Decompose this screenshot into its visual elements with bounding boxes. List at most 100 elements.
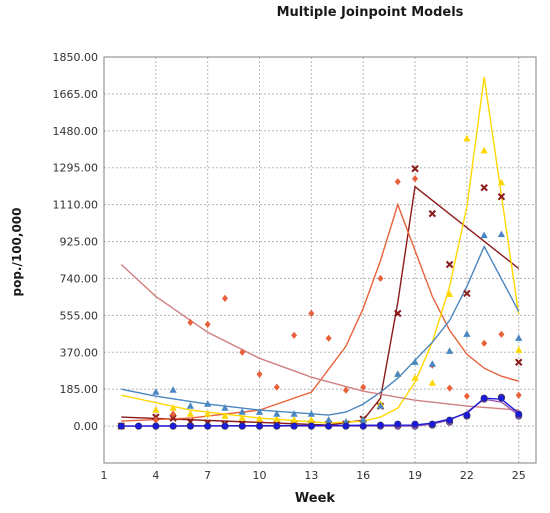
data-point-6 bbox=[221, 422, 229, 430]
data-point-2 bbox=[497, 178, 506, 186]
x-axis-ticks: 1 4 7 10 13 16 19 22 25 bbox=[101, 469, 526, 482]
data-point-6 bbox=[428, 420, 436, 428]
x-tick-label: 10 bbox=[253, 469, 267, 482]
data-point-6 bbox=[307, 422, 315, 430]
data-point-3 bbox=[497, 230, 506, 238]
data-points bbox=[117, 134, 523, 430]
data-point-1 bbox=[239, 348, 246, 356]
data-point-6 bbox=[515, 410, 523, 418]
data-point-1 bbox=[308, 309, 315, 317]
data-point-1 bbox=[515, 391, 522, 399]
data-point-6 bbox=[169, 422, 177, 430]
data-point-2 bbox=[411, 374, 419, 381]
data-point-3 bbox=[394, 370, 402, 377]
x-tick-label: 22 bbox=[460, 469, 474, 482]
data-point-1 bbox=[325, 334, 332, 342]
data-point-1 bbox=[204, 320, 211, 328]
data-point-3 bbox=[290, 410, 298, 417]
data-point-6 bbox=[204, 422, 212, 430]
data-point-1 bbox=[256, 370, 263, 378]
data-point-6 bbox=[497, 394, 505, 402]
y-tick-label: 925.00 bbox=[60, 236, 99, 249]
data-point-3 bbox=[428, 360, 436, 367]
x-tick-label: 4 bbox=[152, 469, 159, 482]
y-tick-label: 555.00 bbox=[60, 309, 99, 322]
x-tick-label: 16 bbox=[356, 469, 370, 482]
data-point-3 bbox=[359, 416, 367, 423]
data-point-2 bbox=[428, 379, 436, 386]
data-point-1 bbox=[152, 416, 159, 424]
y-tick-label: 370.00 bbox=[60, 346, 99, 359]
data-point-6 bbox=[394, 420, 402, 428]
y-tick-label: 1110.00 bbox=[53, 199, 99, 212]
data-point-6 bbox=[256, 422, 264, 430]
data-point-1 bbox=[291, 331, 298, 339]
data-point-2 bbox=[169, 404, 177, 411]
data-point-3 bbox=[463, 330, 471, 337]
data-point-2 bbox=[446, 290, 454, 298]
data-point-6 bbox=[186, 422, 194, 430]
x-axis-label: Week bbox=[294, 491, 336, 506]
data-point-2 bbox=[221, 412, 229, 419]
data-point-0 bbox=[497, 192, 506, 201]
data-point-6 bbox=[238, 422, 246, 430]
data-point-6 bbox=[117, 422, 125, 430]
data-point-0 bbox=[428, 209, 437, 218]
data-point-6 bbox=[376, 421, 384, 429]
data-point-1 bbox=[221, 294, 228, 303]
y-tick-label: 185.00 bbox=[60, 383, 99, 396]
data-point-6 bbox=[273, 422, 281, 430]
data-point-6 bbox=[290, 422, 298, 430]
data-point-1 bbox=[394, 178, 401, 186]
data-point-1 bbox=[360, 383, 367, 391]
data-point-3 bbox=[342, 418, 350, 425]
data-point-6 bbox=[359, 422, 367, 430]
data-point-3 bbox=[480, 231, 488, 239]
data-point-1 bbox=[273, 383, 280, 391]
x-tick-label: 13 bbox=[304, 469, 318, 482]
data-point-3 bbox=[186, 402, 194, 409]
data-point-2 bbox=[307, 416, 315, 423]
y-tick-label: 1295.00 bbox=[53, 162, 99, 175]
data-point-1 bbox=[446, 384, 453, 392]
data-point-0 bbox=[480, 183, 488, 192]
data-point-6 bbox=[135, 422, 143, 430]
chart-title: Multiple Joinpoint Models bbox=[276, 5, 464, 20]
y-tick-label: 1480.00 bbox=[53, 125, 99, 138]
data-point-2 bbox=[515, 346, 523, 353]
data-point-1 bbox=[498, 330, 505, 338]
data-point-1 bbox=[481, 339, 488, 347]
data-point-3 bbox=[446, 347, 454, 354]
data-point-1 bbox=[377, 274, 384, 283]
y-tick-label: 1850.00 bbox=[53, 51, 99, 64]
data-point-2 bbox=[186, 410, 194, 417]
data-point-0 bbox=[394, 309, 402, 318]
fit-line-4 bbox=[120, 263, 519, 411]
data-point-0 bbox=[515, 358, 523, 366]
data-point-1 bbox=[187, 318, 194, 326]
data-point-6 bbox=[152, 422, 160, 430]
data-point-3 bbox=[273, 410, 281, 417]
x-tick-label: 25 bbox=[512, 469, 526, 482]
data-point-1 bbox=[170, 410, 177, 418]
x-tick-label: 19 bbox=[408, 469, 422, 482]
data-point-3 bbox=[169, 386, 177, 393]
data-point-3 bbox=[307, 410, 315, 417]
data-point-0 bbox=[445, 260, 454, 269]
data-point-6 bbox=[411, 420, 419, 428]
plot-background bbox=[104, 57, 536, 463]
x-tick-label: 1 bbox=[101, 469, 108, 482]
plot-border bbox=[103, 56, 537, 464]
y-tick-label: 0.00 bbox=[74, 420, 99, 433]
x-tick-label: 7 bbox=[204, 469, 211, 482]
y-axis-ticks: 0.00 185.00 370.00 555.00 740.00 925.00 1110.0… bbox=[53, 51, 99, 433]
data-point-3 bbox=[325, 416, 333, 423]
data-point-2 bbox=[463, 134, 471, 142]
data-point-2 bbox=[238, 414, 246, 421]
data-point-3 bbox=[204, 400, 212, 407]
data-point-1 bbox=[412, 175, 419, 183]
data-point-3 bbox=[238, 408, 246, 415]
data-point-3 bbox=[221, 404, 229, 411]
data-point-2 bbox=[152, 406, 160, 413]
